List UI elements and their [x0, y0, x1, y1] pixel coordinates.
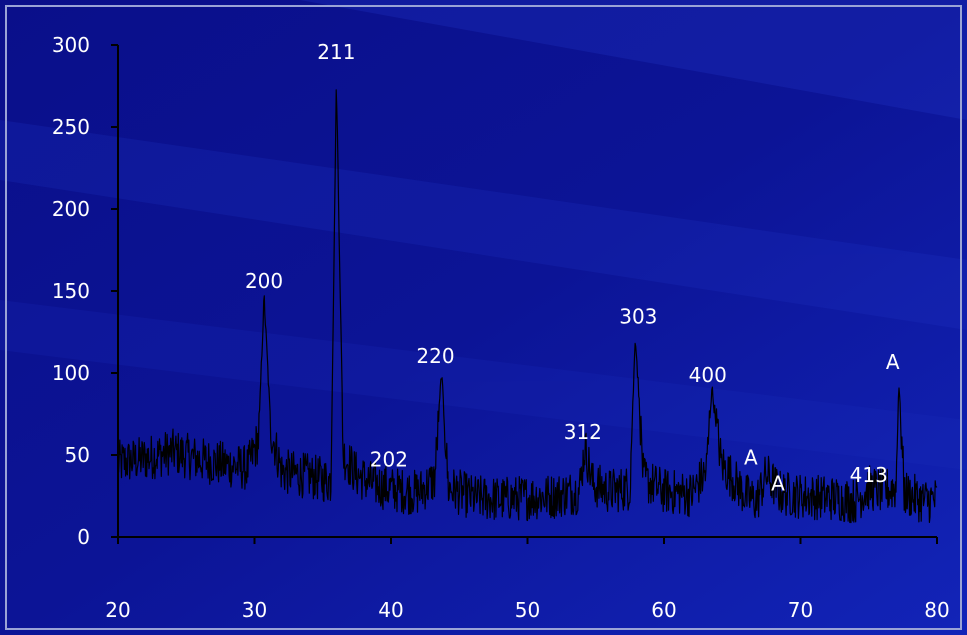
y-tick-label: 150 [52, 279, 90, 303]
y-tick-label: 0 [77, 525, 90, 549]
peak-label: 211 [317, 40, 355, 64]
x-tick-label: 20 [105, 598, 130, 622]
y-tick-label: 200 [52, 197, 90, 221]
peak-label: A [744, 446, 758, 470]
x-tick-label: 70 [788, 598, 813, 622]
y-tick-label: 250 [52, 115, 90, 139]
x-tick-label: 50 [515, 598, 540, 622]
background-bands [0, 0, 967, 470]
x-tick-label: 40 [378, 598, 403, 622]
peak-label: 312 [564, 420, 602, 444]
peak-label: A [886, 350, 900, 374]
y-tick-label: 300 [52, 33, 90, 57]
axes: 0 50 100 150 200 250 300 20 30 40 50 60 70 80 [52, 33, 950, 622]
trace-layer [117, 89, 938, 524]
peak-label: 413 [850, 463, 888, 487]
peak-label: 200 [245, 269, 283, 293]
x-tick-label: 60 [651, 598, 676, 622]
peak-label: 220 [416, 344, 454, 368]
chart-frame [5, 5, 962, 630]
peak-label: 400 [689, 363, 727, 387]
y-tick-label: 100 [52, 361, 90, 385]
peak-label: 303 [619, 305, 657, 329]
x-tick-label: 80 [924, 598, 949, 622]
peak-label: 202 [370, 448, 408, 472]
peak-label: A [771, 472, 785, 496]
y-tick-label: 50 [65, 443, 90, 467]
diffraction-trace [117, 89, 938, 524]
x-tick-label: 30 [242, 598, 267, 622]
